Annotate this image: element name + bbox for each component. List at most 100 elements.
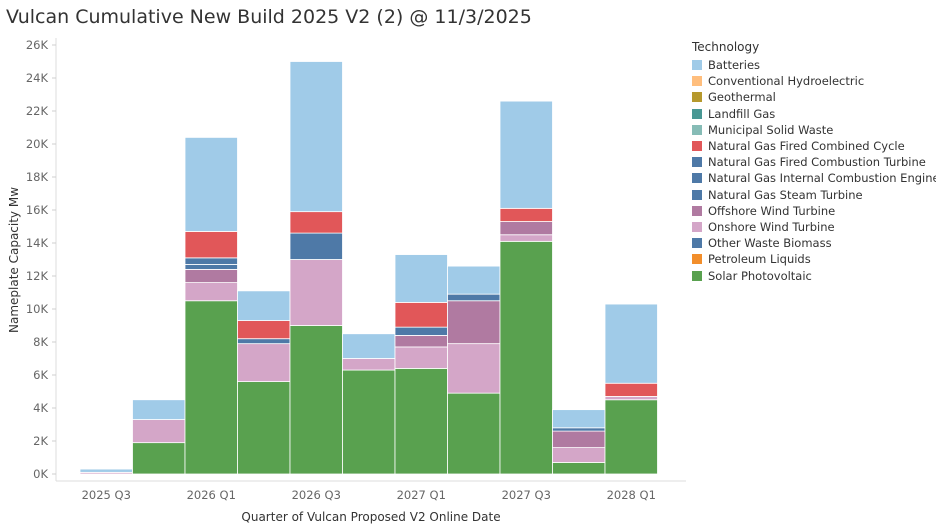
y-tick-label: 8K	[33, 335, 48, 349]
y-tick-label: 2K	[33, 434, 48, 448]
bar-segment	[499, 234, 553, 242]
legend-label: Batteries	[708, 58, 761, 73]
bar-segment	[552, 409, 606, 429]
legend-item[interactable]: Landfill Gas	[692, 106, 936, 122]
bar-segment	[394, 326, 448, 336]
bar-segment	[289, 325, 343, 475]
bar-segment	[604, 399, 658, 475]
bar-segment	[394, 254, 448, 303]
legend-item[interactable]: Offshore Wind Turbine	[692, 203, 936, 219]
x-tick-label: 2027 Q1	[397, 488, 446, 502]
bar-segment	[289, 259, 343, 326]
x-tick-label: 2028 Q1	[607, 488, 656, 502]
bar-segment	[499, 221, 553, 236]
legend-swatch	[692, 238, 702, 249]
y-tick-label: 12K	[26, 269, 49, 283]
bar-segment	[184, 136, 238, 232]
bar-segment	[289, 232, 343, 260]
bar-segment	[604, 303, 658, 384]
bar-segment	[499, 240, 553, 475]
chart-title: Vulcan Cumulative New Build 2025 V2 (2) …	[6, 6, 532, 28]
bar-segment	[394, 334, 448, 348]
bar-segment	[342, 358, 396, 371]
legend-label: Solar Photovoltaic	[708, 268, 812, 283]
x-tick-label: 2026 Q3	[292, 488, 341, 502]
y-tick-label: 10K	[26, 302, 49, 316]
bar-segment	[499, 207, 553, 222]
legend-item[interactable]: Municipal Solid Waste	[692, 122, 936, 138]
bar-segment	[394, 346, 448, 369]
bar-segment	[132, 442, 186, 475]
bar-segment	[447, 392, 501, 475]
y-tick-label: 24K	[26, 71, 49, 85]
x-tick-label: 2027 Q3	[502, 488, 551, 502]
legend-item[interactable]: Natural Gas Fired Combined Cycle	[692, 138, 936, 154]
bar-segment	[289, 211, 343, 234]
legend-item[interactable]: Conventional Hydroelectric	[692, 73, 936, 89]
legend-item[interactable]: Onshore Wind Turbine	[692, 219, 936, 235]
legend-swatch	[692, 205, 702, 216]
legend-label: Petroleum Liquids	[708, 252, 811, 267]
bar-segment	[184, 300, 238, 475]
bar-segment	[447, 343, 501, 394]
bar-segment	[79, 468, 133, 473]
legend-label: Offshore Wind Turbine	[708, 203, 836, 218]
legend-item[interactable]: Geothermal	[692, 89, 936, 105]
bar-segment	[552, 427, 606, 432]
legend-swatch	[692, 141, 702, 152]
legend-label: Municipal Solid Waste	[708, 122, 834, 137]
bar-segment	[132, 419, 186, 444]
bar-segment	[394, 367, 448, 475]
legend-swatch	[692, 254, 702, 265]
bar-segment	[604, 382, 658, 397]
y-tick-label: 18K	[26, 170, 49, 184]
bar-segment	[447, 300, 501, 345]
bar-segment	[237, 290, 291, 321]
bar-segment	[552, 430, 606, 449]
legend-swatch	[692, 108, 702, 119]
legend-swatch	[692, 124, 702, 135]
bar-segment	[184, 257, 238, 265]
x-axis-title: Quarter of Vulcan Proposed V2 Online Dat…	[241, 510, 500, 524]
legend-swatch	[692, 221, 702, 232]
legend-swatch	[692, 270, 702, 281]
legend-item[interactable]: Natural Gas Fired Combustion Turbine	[692, 154, 936, 170]
bar-segment	[394, 301, 448, 328]
legend-label: Natural Gas Fired Combined Cycle	[708, 139, 905, 154]
y-tick-label: 14K	[26, 236, 49, 250]
bar-segment	[237, 320, 291, 340]
legend-swatch	[692, 173, 702, 184]
bar-segment	[552, 447, 606, 463]
legend-item[interactable]: Natural Gas Internal Combustion Engine	[692, 170, 936, 186]
legend-swatch	[692, 92, 702, 103]
legend-swatch	[692, 189, 702, 200]
bar-segment	[184, 282, 238, 302]
bar-segment	[499, 100, 553, 209]
legend-swatch	[692, 76, 702, 87]
y-tick-label: 20K	[26, 137, 49, 151]
y-tick-label: 16K	[26, 203, 49, 217]
bar-segment	[447, 293, 501, 302]
legend-label: Conventional Hydroelectric	[708, 74, 865, 89]
legend-label: Landfill Gas	[708, 106, 776, 121]
y-tick-label: 26K	[26, 38, 49, 52]
legend-item[interactable]: Natural Gas Steam Turbine	[692, 187, 936, 203]
legend-item[interactable]: Other Waste Biomass	[692, 235, 936, 251]
legend-item[interactable]: Petroleum Liquids	[692, 251, 936, 267]
legend[interactable]: Technology Batteries Conventional Hydroel…	[692, 40, 936, 284]
legend-item[interactable]: Solar Photovoltaic	[692, 267, 936, 283]
legend-label: Natural Gas Fired Combustion Turbine	[708, 155, 926, 170]
bar-segment	[184, 268, 238, 283]
legend-swatch	[692, 60, 702, 71]
legend-label: Other Waste Biomass	[708, 236, 832, 251]
legend-label: Natural Gas Steam Turbine	[708, 187, 863, 202]
legend-label: Onshore Wind Turbine	[708, 219, 835, 234]
bar-segment	[289, 61, 343, 213]
bar-segment	[604, 396, 658, 401]
bar-segment	[237, 338, 291, 345]
bar-segment	[552, 462, 606, 475]
legend-item[interactable]: Batteries	[692, 57, 936, 73]
bar-segment	[184, 231, 238, 259]
bar-segment	[447, 265, 501, 295]
